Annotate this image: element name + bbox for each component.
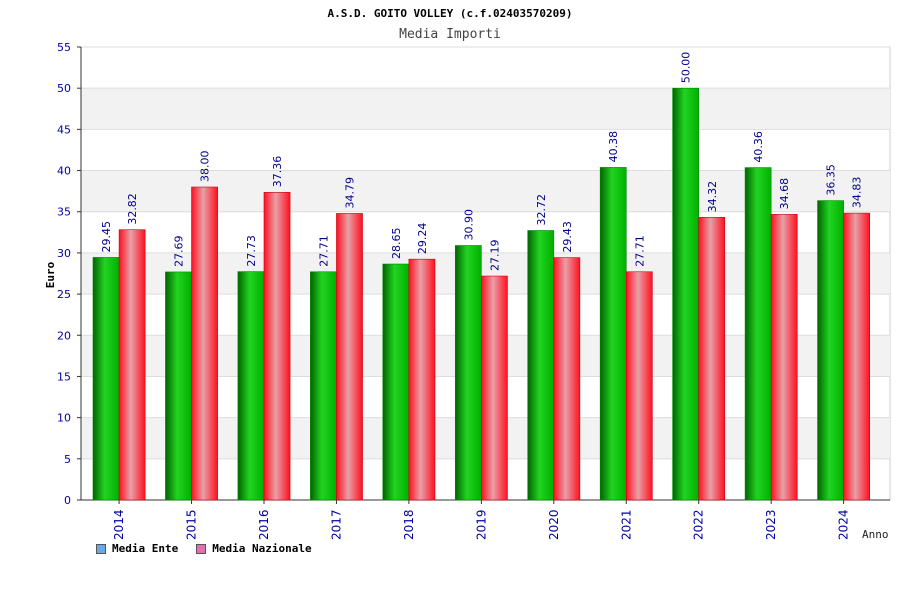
data-label: 27.73 [245,235,258,267]
chart-subtitle: Media Importi [399,27,501,42]
legend-item-media-nazionale: Media Nazionale [196,542,312,555]
bar-media-nazionale-2018 [408,258,436,501]
data-label: 27.69 [172,235,185,267]
bar-media-ente-2023 [744,167,772,501]
y-tick-label: 10 [57,412,71,425]
bar-media-ente-2014 [92,257,120,501]
legend-label-media-nazionale: Media Nazionale [212,542,312,555]
data-label: 32.82 [126,193,139,225]
x-tick-label: 2023 [764,509,778,540]
y-tick-label: 35 [57,206,71,219]
y-tick-label: 25 [57,288,71,301]
data-label: 38.00 [199,151,212,183]
bar-media-nazionale-2019 [481,275,508,501]
chart-title: A.S.D. GOITO VOLLEY (c.f.02403570209) [327,7,572,20]
x-tick-label: 2015 [185,509,199,540]
y-tick-label: 20 [57,329,71,342]
data-label: 36.35 [825,164,838,196]
bar-media-nazionale-2023 [770,214,798,501]
data-label: 34.83 [851,177,864,209]
data-label: 27.71 [317,235,330,267]
x-tick-label: 2018 [402,509,416,540]
data-label: 27.71 [633,235,646,267]
bar-media-nazionale-2022 [698,217,726,501]
data-label: 29.24 [416,223,429,255]
data-label: 34.79 [343,177,356,209]
x-axis-label: Anno [862,528,889,541]
x-tick-label: 2016 [257,509,271,540]
x-tick-label: 2020 [547,509,561,540]
legend-swatch-media-ente [96,543,106,554]
bar-media-ente-2022 [672,87,700,501]
y-tick-label: 45 [57,123,71,136]
bar-media-nazionale-2021 [625,271,653,501]
x-tick-label: 2017 [329,509,343,540]
bar-media-ente-2017 [310,271,337,501]
y-tick-label: 5 [64,453,71,466]
y-tick-label: 40 [57,165,71,178]
data-label: 40.36 [752,131,765,163]
data-label: 28.65 [390,228,403,260]
bar-media-ente-2016 [237,271,265,501]
y-tick-label: 30 [57,247,71,260]
bar-media-ente-2015 [165,271,192,501]
data-label: 29.43 [561,221,574,253]
bar-media-ente-2020 [527,230,555,501]
bar-media-nazionale-2020 [553,257,581,501]
data-label: 40.38 [607,131,620,163]
legend: Media Ente Media Nazionale [96,542,312,555]
x-tick-label: 2022 [692,509,706,540]
bar-media-ente-2024 [817,200,844,501]
x-tick-label: 2014 [112,509,126,540]
bar-media-ente-2018 [382,263,410,501]
bar-media-nazionale-2017 [336,213,363,501]
x-tick-label: 2021 [619,509,633,540]
legend-swatch-media-nazionale [196,543,207,554]
legend-label-media-ente: Media Ente [112,542,179,555]
y-tick-label: 55 [57,41,71,54]
y-tick-label: 50 [57,82,71,95]
data-label: 32.72 [535,194,548,226]
legend-item-media-ente: Media Ente [96,542,178,555]
x-tick-label: 2024 [837,509,851,540]
y-tick-label: 0 [64,494,71,507]
bar-media-nazionale-2024 [843,212,871,501]
grid-band [81,88,890,130]
data-label: 29.45 [100,221,113,253]
data-label: 34.32 [706,181,719,213]
data-label: 30.90 [462,209,475,241]
data-label: 37.36 [271,156,284,188]
data-label: 50.00 [680,52,693,84]
bar-media-ente-2019 [454,245,482,501]
y-tick-label: 15 [57,370,71,383]
bar-media-nazionale-2015 [191,186,218,501]
bar-media-ente-2021 [599,167,627,501]
y-axis-label: Euro [44,261,57,288]
x-tick-label: 2019 [474,509,488,540]
data-label: 34.68 [778,178,791,210]
bar-media-nazionale-2014 [118,229,146,501]
data-label: 27.19 [488,240,501,272]
bar-media-nazionale-2016 [263,191,291,501]
